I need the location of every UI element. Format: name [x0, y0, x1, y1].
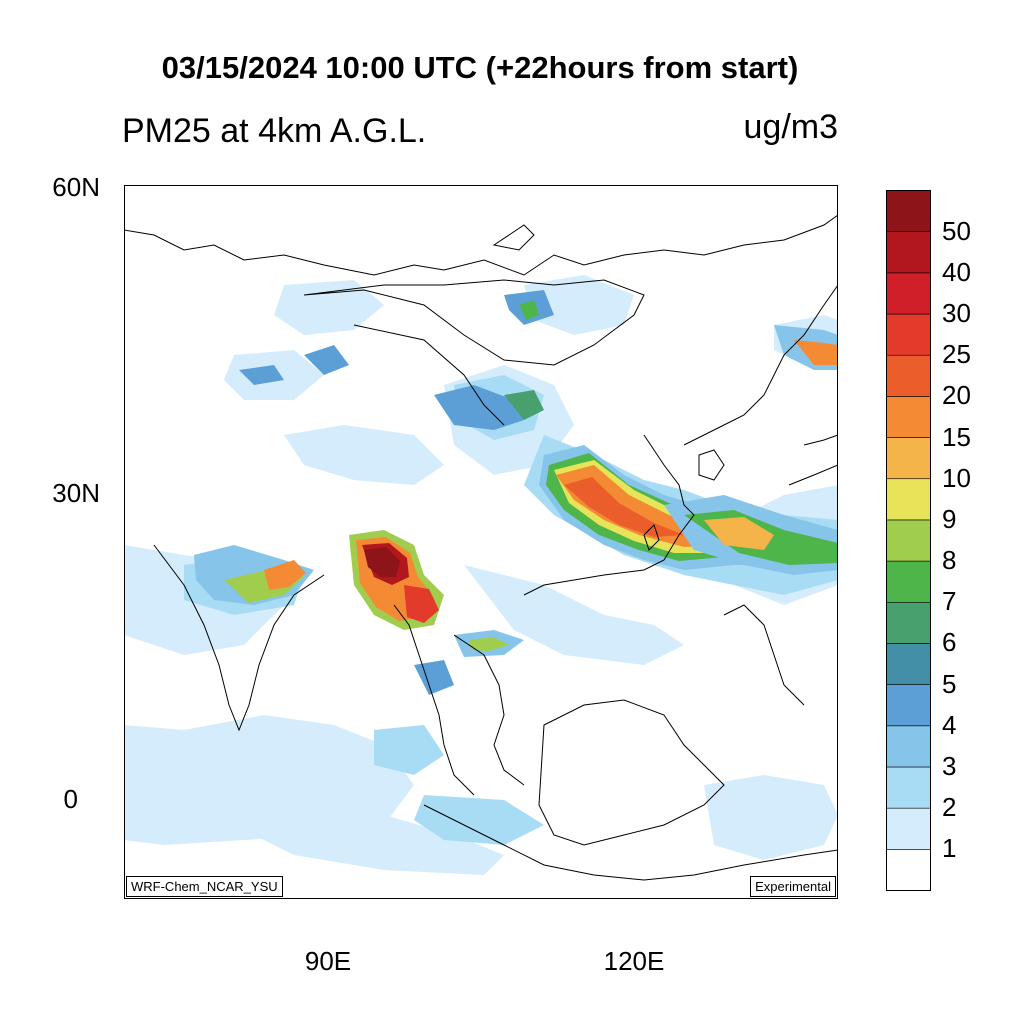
status-label-box: Experimental — [750, 876, 836, 897]
colorbar-label: 6 — [942, 627, 957, 658]
colorbar-swatch — [886, 231, 931, 274]
map-canvas — [104, 175, 858, 909]
colorbar-swatch — [886, 519, 931, 562]
colorbar-swatch — [886, 807, 931, 850]
colorbar-swatch — [886, 560, 931, 603]
colorbar-label: 2 — [942, 792, 957, 823]
colorbar-label: 10 — [942, 462, 971, 493]
colorbar-label: 7 — [942, 586, 957, 617]
colorbar-label: 50 — [942, 215, 971, 246]
colorbar-label: 20 — [942, 380, 971, 411]
coastline-layer — [123, 214, 839, 881]
colorbar-swatch — [886, 849, 931, 891]
map-title: 03/15/2024 10:00 UTC (+22hours from star… — [161, 50, 799, 85]
units-label: ug/m3 — [743, 108, 839, 146]
colorbar-label: 1 — [942, 833, 957, 864]
colorbar-swatch — [886, 396, 931, 438]
colorbar-swatch — [886, 437, 931, 480]
colorbar-swatch — [886, 478, 931, 521]
colorbar-swatch — [886, 354, 931, 397]
lat-label-30n: 30N — [52, 478, 100, 508]
colorbar-label: 30 — [942, 298, 971, 329]
lat-label-60n: 60N — [52, 172, 100, 202]
lon-label-120e: 120E — [603, 946, 665, 976]
lat-label-0: 0 — [63, 784, 78, 814]
model-label-box: WRF-Chem_NCAR_YSU — [126, 876, 283, 897]
colorbar-swatch — [886, 684, 931, 727]
colorbar-swatch — [886, 601, 931, 644]
colorbar-label: 4 — [942, 709, 957, 740]
pm25-field — [124, 275, 838, 875]
lon-label-90e: 90E — [304, 946, 352, 976]
colorbar-label: 8 — [942, 545, 957, 576]
colorbar-swatch — [886, 190, 931, 232]
colorbar-label: 5 — [942, 668, 957, 699]
colorbar-label: 3 — [942, 750, 957, 781]
colorbar-label: 15 — [942, 421, 971, 452]
colorbar-label: 40 — [942, 256, 971, 287]
colorbar — [886, 190, 931, 891]
colorbar-swatch — [886, 272, 931, 315]
colorbar-swatch — [886, 725, 931, 768]
colorbar-label: 9 — [942, 503, 957, 534]
map-border — [124, 185, 838, 899]
colorbar-swatch — [886, 766, 931, 809]
colorbar-swatch — [886, 643, 931, 685]
colorbar-label: 25 — [942, 339, 971, 370]
map-panel: WRF-Chem_NCAR_YSU Experimental — [104, 175, 858, 909]
colorbar-swatch — [886, 313, 931, 356]
variable-label: PM25 at 4km A.G.L. — [122, 112, 427, 150]
